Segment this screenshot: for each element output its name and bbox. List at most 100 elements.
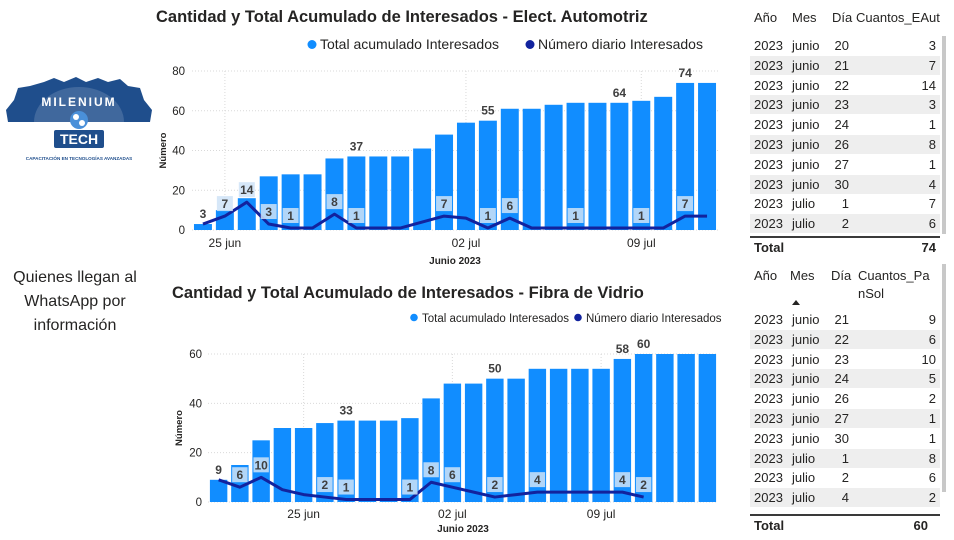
cell-cuantos: 8 [928,137,936,152]
cell-cuantos: 3 [928,38,936,53]
col-header-cuantos[interactable]: Cuantos_Pa nSol [858,268,930,301]
table-fibra-vidrio[interactable]: Año Mes Día Cuantos_Pa nSol 2023 junio 21 9 2… [750,262,946,538]
x-tick-label: 25 jun [209,236,242,250]
cell-mes: julio [792,490,816,506]
table-row[interactable]: 2023 junio 23 3 [750,95,940,115]
col-header-mes[interactable]: Mes [792,10,817,25]
table-row[interactable]: 2023 julio 2 6 [750,468,940,487]
y-tick-label: 40 [189,398,202,410]
cell-cuantos: 3 [928,97,936,113]
cell-anio: 2023 [754,77,783,93]
table-row[interactable]: 2023 junio 24 1 [750,115,940,134]
table-row[interactable]: 2023 junio 24 5 [750,369,940,389]
logo-brand: TECH [60,131,98,147]
cell-dia: 22 [834,77,849,93]
col-header-dia[interactable]: Día [832,10,853,25]
table-scrollbar[interactable] [942,264,946,492]
table-elect-automotriz[interactable]: Año Mes Día Cuantos_EAut 2023 junio 20 3 202… [750,0,946,262]
cell-anio: 2023 [754,351,783,367]
col-header-mes[interactable]: Mes [790,268,815,283]
data-label-bg [402,479,418,495]
data-label: 3 [265,205,272,219]
daily-line [218,475,644,502]
daily-line [202,200,708,230]
y-tick-label: 0 [196,497,202,509]
logo-top-text: MILENIUM [41,95,116,109]
bar [592,368,610,502]
table-row[interactable]: 2023 junio 21 9 [750,310,940,329]
cell-dia: 21 [834,57,849,73]
data-label: 1 [287,209,294,223]
legend-total-marker [307,40,317,49]
data-label: 6 [237,468,244,482]
cell-anio: 2023 [754,371,783,387]
data-label-bg [436,196,453,212]
bar [443,383,462,502]
milenium-tech-logo: MILENIUM TECH CAPACITACIÓN EN TECNOLOGÍA… [6,77,152,161]
y-axis-label: Número [174,410,185,446]
table-row[interactable]: 2023 junio 27 1 [750,155,940,174]
table-row[interactable]: 2023 junio 26 2 [750,389,940,408]
bar [677,354,695,502]
y-tick-label: 20 [189,448,202,460]
data-label-bg [238,182,255,198]
cell-cuantos: 1 [928,411,936,426]
data-label: 7 [441,197,448,211]
col-header-cuantos[interactable]: Cuantos_EAut [856,10,940,25]
table-row[interactable]: 2023 junio 27 1 [750,409,940,428]
cell-cuantos: 9 [928,312,936,327]
col-header-anio[interactable]: Año [754,10,778,25]
cell-mes: julio [792,196,816,212]
data-label: 7 [682,197,689,211]
cell-anio: 2023 [754,312,783,327]
sort-ascending-icon[interactable] [792,300,800,305]
cell-dia: 26 [834,391,849,407]
table-row[interactable]: 2023 junio 23 10 [750,350,940,369]
cell-cuantos: 4 [928,176,936,192]
data-label-bg [317,477,333,493]
sidebar-caption: Quienes llegan al WhatsApp por informaci… [13,269,137,334]
bar [566,102,585,230]
bar [358,420,377,502]
y-axis-label: Número [158,132,169,168]
table-row[interactable]: 2023 julio 2 6 [750,214,940,234]
x-tick-label: 09 jul [587,507,616,521]
cell-dia: 24 [834,371,849,387]
bar [632,100,651,230]
table-row[interactable]: 2023 julio 1 7 [750,194,940,213]
data-label: 58 [616,342,630,356]
data-label-bg [338,479,354,495]
cell-anio: 2023 [754,57,783,73]
bar [391,156,410,230]
col-header-dia[interactable]: Día [831,268,852,283]
bar [294,428,313,502]
table-row[interactable]: 2023 junio 20 3 [750,36,940,55]
data-label: 2 [322,478,329,492]
bar [215,210,234,230]
cell-mes: junio [792,117,820,133]
cell-mes: junio [792,97,820,113]
table-row[interactable]: 2023 junio 22 6 [750,329,940,349]
legend-daily-marker [574,313,582,322]
col-header-anio[interactable]: Año [754,268,778,283]
bar [369,156,388,230]
table-row[interactable]: 2023 junio 22 14 [750,76,940,95]
bar [610,102,629,230]
data-label: 37 [350,139,364,153]
cell-dia: 27 [834,156,849,172]
data-label: 2 [640,478,647,492]
cell-mes: junio [792,411,820,426]
table-row[interactable]: 2023 julio 4 2 [750,488,940,508]
bar [634,354,653,502]
y-tick-label: 60 [189,349,202,361]
bar [478,120,497,230]
table-scrollbar[interactable] [942,36,946,234]
cell-cuantos: 1 [928,117,936,133]
cell-cuantos: 7 [928,196,936,212]
table-row[interactable]: 2023 junio 26 8 [750,135,940,154]
table-row[interactable]: 2023 julio 1 8 [750,448,940,468]
table-row[interactable]: 2023 junio 21 7 [750,55,940,75]
table-row[interactable]: 2023 junio 30 4 [750,174,940,194]
table-row[interactable]: 2023 junio 30 1 [750,429,940,448]
data-label-bg [253,457,269,473]
